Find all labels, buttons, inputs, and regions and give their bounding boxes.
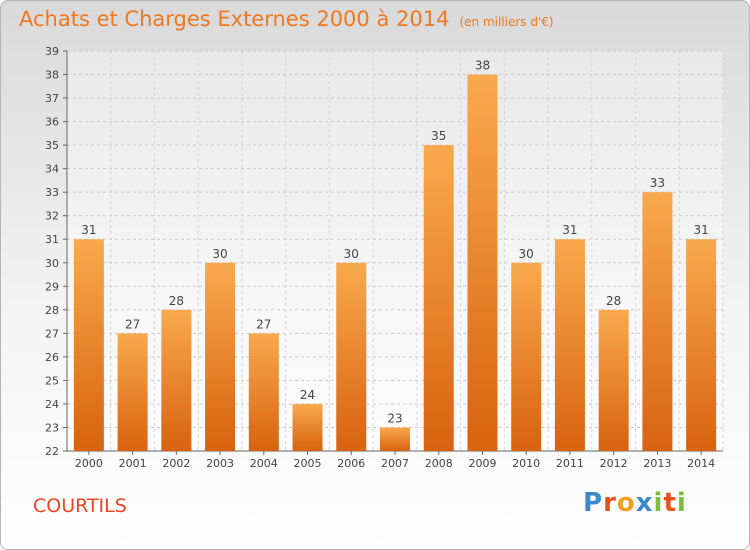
y-tick-label: 24 [45, 398, 59, 411]
y-tick-label: 27 [45, 327, 59, 340]
bar-value-label: 31 [562, 223, 577, 237]
bar-value-label: 30 [519, 247, 534, 261]
bar-value-label: 24 [300, 388, 315, 402]
x-tick-label: 2008 [425, 457, 453, 470]
y-tick-label: 33 [45, 186, 59, 199]
bars [73, 74, 717, 452]
bar-value-label: 23 [387, 411, 402, 425]
x-tick-label: 2005 [294, 457, 322, 470]
y-tick-label: 36 [45, 116, 59, 129]
bar [554, 239, 585, 451]
y-tick-label: 23 [45, 421, 59, 434]
x-tick-label: 2001 [119, 457, 147, 470]
x-tick-label: 2011 [556, 457, 584, 470]
x-tick-label: 2013 [643, 457, 671, 470]
y-tick-label: 32 [45, 210, 59, 223]
bar-value-label: 31 [81, 223, 96, 237]
y-tick-labels: 22 23 24 25 26 27 28 29 30 31 32 33 34 35 36 37 38 39 [45, 45, 59, 458]
bar [511, 262, 542, 451]
x-tick-labels: 2000 2001 2002 2003 2004 2005 2006 2007 2008 2009… [75, 457, 715, 470]
y-tick-label: 37 [45, 92, 59, 105]
x-tick-label: 2006 [337, 457, 365, 470]
bar [686, 239, 717, 451]
bar [161, 309, 192, 451]
town-name: COURTILS [33, 495, 127, 517]
y-tick-label: 26 [45, 351, 59, 364]
bar-value-label: 30 [344, 247, 359, 261]
chart-unit-note: (en milliers d'€) [459, 15, 554, 29]
x-tick-label: 2012 [600, 457, 628, 470]
chart-title-block: Achats et Charges Externes 2000 à 2014 (e… [19, 7, 554, 31]
proxiti-logo: Proxiti [583, 488, 687, 518]
bar [292, 403, 323, 451]
bar [117, 333, 148, 451]
y-tick-label: 35 [45, 139, 59, 152]
bar [642, 192, 673, 452]
bar [205, 262, 236, 451]
y-tick-label: 28 [45, 304, 59, 317]
bar-value-label: 28 [606, 294, 621, 308]
x-tick-label: 2004 [250, 457, 278, 470]
chart-title: Achats et Charges Externes 2000 à 2014 [19, 7, 450, 31]
bar [336, 262, 367, 451]
bar-value-label: 27 [125, 317, 140, 331]
x-tick-label: 2014 [687, 457, 715, 470]
bar-value-label: 31 [693, 223, 708, 237]
bar [598, 309, 629, 451]
bar-value-label: 33 [650, 176, 665, 190]
data-labels: 31 27 28 30 27 24 30 23 35 38 30 31 28 33 31 [81, 59, 709, 426]
bar-value-label: 28 [169, 294, 184, 308]
y-tick-label: 30 [45, 257, 59, 270]
bar [423, 145, 454, 451]
y-tick-label: 39 [45, 45, 59, 58]
x-tick-label: 2000 [75, 457, 103, 470]
y-tick-label: 25 [45, 374, 59, 387]
x-tick-label: 2003 [206, 457, 234, 470]
y-tick-label: 29 [45, 280, 59, 293]
bar [380, 427, 410, 451]
bar-value-label: 27 [256, 317, 271, 331]
bar-value-label: 38 [475, 59, 490, 73]
y-tick-label: 34 [45, 163, 59, 176]
x-tick-label: 2010 [512, 457, 540, 470]
bar-value-label: 35 [431, 129, 446, 143]
bar-value-label: 30 [212, 247, 227, 261]
x-tick-label: 2002 [162, 457, 190, 470]
y-tick-label: 38 [45, 69, 59, 82]
bar [467, 74, 498, 451]
bar [73, 239, 104, 451]
y-tick-label: 22 [45, 445, 59, 458]
x-tick-label: 2009 [468, 457, 496, 470]
bar [248, 333, 279, 451]
y-tick-label: 31 [45, 233, 59, 246]
x-tick-label: 2007 [381, 457, 409, 470]
